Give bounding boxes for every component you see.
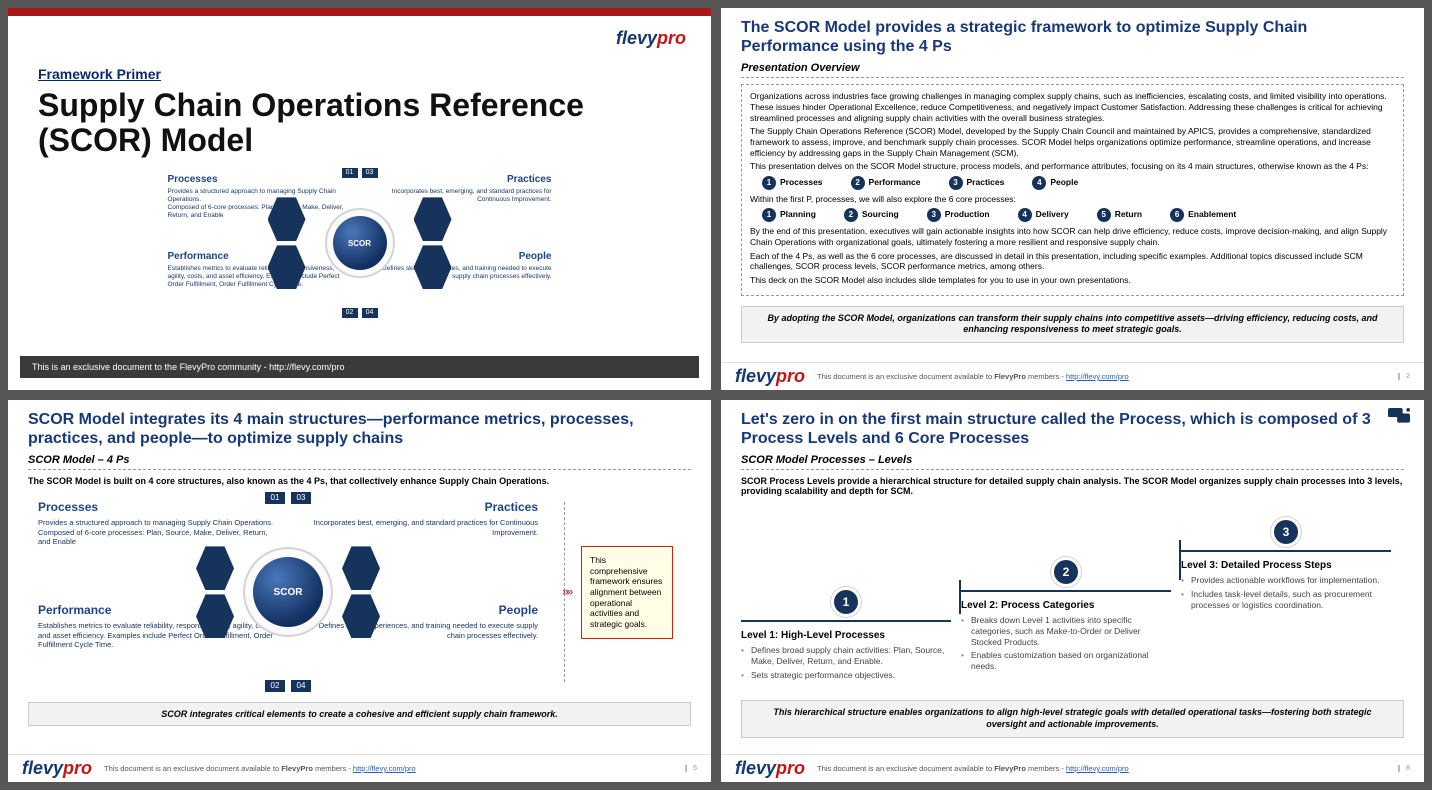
level-badge: 2 [1054,560,1078,584]
scor-diagram-large: 01 Processes Provides a structured appro… [28,492,548,692]
slide-2-overview: The SCOR Model provides a strategic fram… [721,8,1424,390]
level-line [961,590,1171,592]
slide-3-four-ps: SCOR Model integrates its 4 main structu… [8,400,711,782]
slide4-callout: This hierarchical structure enables orga… [741,700,1404,737]
quad-processes: 01 Processes Provides a structured appro… [160,168,358,241]
side-note: This comprehensive framework ensures ali… [581,546,673,638]
logo-flevy: flevy [616,28,657,48]
flevypro-logo: flevypro [735,366,805,387]
accent-bar [8,8,711,16]
flevypro-logo: flevypro [616,28,686,49]
quad-processes: 01 Processes Provides a structured appro… [28,492,285,589]
flevypro-logo: flevypro [735,758,805,779]
levels-staircase: 1 Level 1: High-Level Processes Defines … [741,510,1404,690]
level-label: Level 1: High-Level Processes [741,630,951,641]
quad-people: 04 People Defines skills, experiences, a… [291,595,548,692]
footer-text: This document is an exclusive document a… [817,372,1129,381]
framework-primer-label: Framework Primer [38,66,681,82]
main-title: Supply Chain Operations Reference (SCOR)… [38,88,681,158]
scor-center-circle: SCOR [333,216,387,270]
logo-pro: pro [657,28,686,48]
slide3-footer: flevypro This document is an exclusive d… [8,754,711,782]
slide4-title: Let's zero in on the first main structur… [741,410,1404,448]
page-number: 8 [1398,765,1410,772]
quad-performance: 02 Performance Establishes metrics to ev… [28,595,285,692]
scor-center-circle: SCOR [253,557,323,627]
quad-practices: 03 Practices Incorporates best, emerging… [362,168,560,241]
scor-diagram: 01 Processes Provides a structured appro… [160,168,560,318]
page-number: 6 [685,765,697,772]
slide3-callout: SCOR integrates critical elements to cre… [28,702,691,726]
quad-people: 04 People Defines skills, experiences, a… [362,245,560,318]
overview-box: Organizations across industries face gro… [741,84,1404,295]
footer-text: This document is an exclusive document a… [817,764,1129,773]
slide2-footer: flevypro This document is an exclusive d… [721,362,1424,390]
slide4-intro: SCOR Process Levels provide a hierarchic… [741,476,1404,496]
level-badge: 1 [834,590,858,614]
level-line [741,620,951,622]
quad-performance: 02 Performance Establishes metrics to ev… [160,245,358,318]
slide3-intro: The SCOR Model is built on 4 core struct… [28,476,691,486]
slide2-title: The SCOR Model provides a strategic fram… [741,18,1404,56]
page-number: 2 [1398,373,1410,380]
slide3-subtitle: SCOR Model – 4 Ps [28,454,691,470]
level-2: 2 Level 2: Process Categories Breaks dow… [961,560,1171,674]
slide2-callout: By adopting the SCOR Model, organization… [741,306,1404,343]
flevypro-logo: flevypro [22,758,92,779]
level-1: 1 Level 1: High-Level Processes Defines … [741,590,951,683]
slide3-layout: 01 Processes Provides a structured appro… [28,492,691,692]
level-3: 3 Level 3: Detailed Process Steps Provid… [1181,520,1391,613]
slide1-footer: This is an exclusive document to the Fle… [20,356,699,378]
four-ps-list: 1Processes 2Performance 3Practices 4Peop… [762,176,1395,190]
slide2-subtitle: Presentation Overview [741,62,1404,78]
slide-1-title: flevypro Framework Primer Supply Chain O… [8,8,711,390]
slide4-footer: flevypro This document is an exclusive d… [721,754,1424,782]
chat-bubble-icon [1388,408,1410,423]
level-line [1181,550,1391,552]
level-label: Level 3: Detailed Process Steps [1181,560,1391,571]
title-block: Framework Primer Supply Chain Operations… [8,16,711,318]
level-badge: 3 [1274,520,1298,544]
slide4-subtitle: SCOR Model Processes – Levels [741,454,1404,470]
slide-4-levels: Let's zero in on the first main structur… [721,400,1424,782]
six-cores-list: 1Planning 2Sourcing 3Production 4Deliver… [762,208,1395,222]
slide3-title: SCOR Model integrates its 4 main structu… [28,410,691,448]
level-label: Level 2: Process Categories [961,600,1171,611]
chat-icon [1388,408,1410,422]
quad-practices: 03 Practices Incorporates best, emerging… [291,492,548,589]
footer-text: This document is an exclusive document a… [104,764,416,773]
